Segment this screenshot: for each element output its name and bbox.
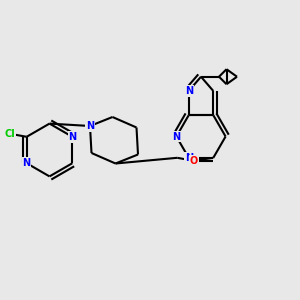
Text: N: N xyxy=(22,158,31,168)
Text: N: N xyxy=(68,132,76,142)
Text: N: N xyxy=(86,121,94,131)
Text: N: N xyxy=(184,86,193,96)
Text: N: N xyxy=(172,131,181,142)
Text: Cl: Cl xyxy=(5,129,16,139)
Text: N: N xyxy=(184,153,193,163)
Text: O: O xyxy=(190,156,198,166)
